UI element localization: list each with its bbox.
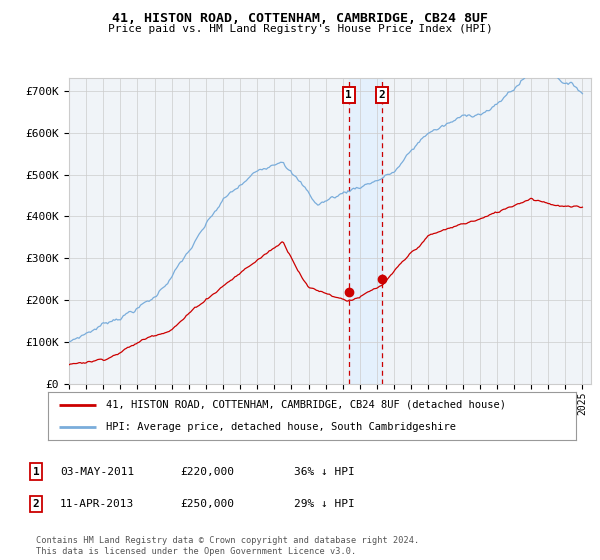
Text: HPI: Average price, detached house, South Cambridgeshire: HPI: Average price, detached house, Sout… — [106, 422, 456, 432]
Text: Price paid vs. HM Land Registry's House Price Index (HPI): Price paid vs. HM Land Registry's House … — [107, 24, 493, 34]
Text: 41, HISTON ROAD, COTTENHAM, CAMBRIDGE, CB24 8UF (detached house): 41, HISTON ROAD, COTTENHAM, CAMBRIDGE, C… — [106, 400, 506, 410]
Text: 2: 2 — [32, 499, 40, 509]
Text: 29% ↓ HPI: 29% ↓ HPI — [294, 499, 355, 509]
Text: £250,000: £250,000 — [180, 499, 234, 509]
Text: Contains HM Land Registry data © Crown copyright and database right 2024.
This d: Contains HM Land Registry data © Crown c… — [36, 536, 419, 556]
Text: 41, HISTON ROAD, COTTENHAM, CAMBRIDGE, CB24 8UF: 41, HISTON ROAD, COTTENHAM, CAMBRIDGE, C… — [112, 12, 488, 25]
Bar — [349, 78, 382, 384]
Text: 03-MAY-2011: 03-MAY-2011 — [60, 466, 134, 477]
Text: 1: 1 — [346, 90, 352, 100]
Text: 11-APR-2013: 11-APR-2013 — [60, 499, 134, 509]
Text: 36% ↓ HPI: 36% ↓ HPI — [294, 466, 355, 477]
Text: 1: 1 — [32, 466, 40, 477]
Text: 2: 2 — [379, 90, 385, 100]
Text: £220,000: £220,000 — [180, 466, 234, 477]
